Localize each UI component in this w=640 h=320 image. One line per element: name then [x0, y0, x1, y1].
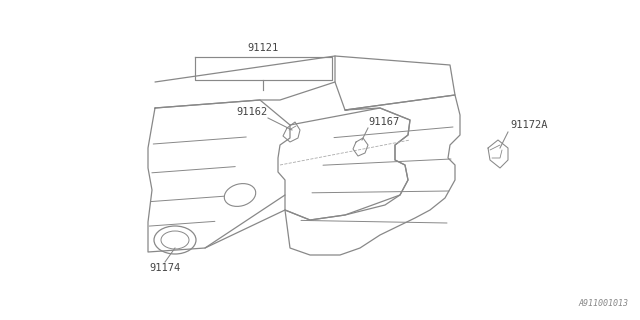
- Text: 91172A: 91172A: [510, 120, 547, 130]
- Text: 91121: 91121: [248, 43, 278, 53]
- Text: 91174: 91174: [149, 263, 180, 273]
- Text: 91162: 91162: [236, 107, 268, 117]
- Text: 91167: 91167: [368, 117, 399, 127]
- Text: A911001013: A911001013: [578, 299, 628, 308]
